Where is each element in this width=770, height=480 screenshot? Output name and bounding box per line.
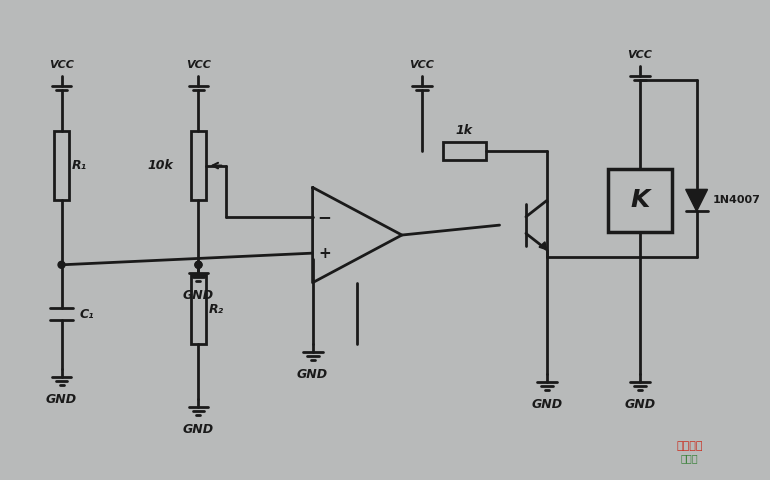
Text: +: +: [318, 246, 331, 261]
Polygon shape: [686, 190, 708, 211]
Text: GND: GND: [46, 393, 77, 406]
Text: 1N4007: 1N4007: [712, 195, 760, 205]
Circle shape: [195, 261, 202, 268]
Text: VCC: VCC: [628, 50, 652, 60]
Polygon shape: [539, 242, 547, 250]
Circle shape: [58, 261, 65, 268]
Text: VCC: VCC: [186, 60, 211, 70]
Bar: [54, 131, 69, 200]
Text: −: −: [317, 208, 331, 226]
Circle shape: [195, 261, 202, 268]
Text: K: K: [631, 188, 650, 212]
Text: R₁: R₁: [72, 159, 87, 172]
Bar: [608, 168, 671, 232]
Text: C₁: C₁: [80, 308, 95, 321]
Text: 电工天下: 电工天下: [676, 442, 703, 451]
Bar: [443, 142, 486, 160]
Text: 技能圈: 技能圈: [681, 453, 698, 463]
Bar: [190, 275, 206, 344]
Text: GND: GND: [183, 288, 214, 301]
Text: VCC: VCC: [410, 60, 434, 70]
Bar: [190, 131, 206, 200]
Text: GND: GND: [183, 422, 214, 435]
Text: GND: GND: [531, 398, 562, 411]
Text: VCC: VCC: [49, 60, 74, 70]
Text: GND: GND: [624, 398, 655, 411]
Text: 1k: 1k: [456, 124, 473, 137]
Text: GND: GND: [297, 368, 328, 381]
Text: R₂: R₂: [209, 303, 224, 316]
Text: 10k: 10k: [148, 159, 174, 172]
